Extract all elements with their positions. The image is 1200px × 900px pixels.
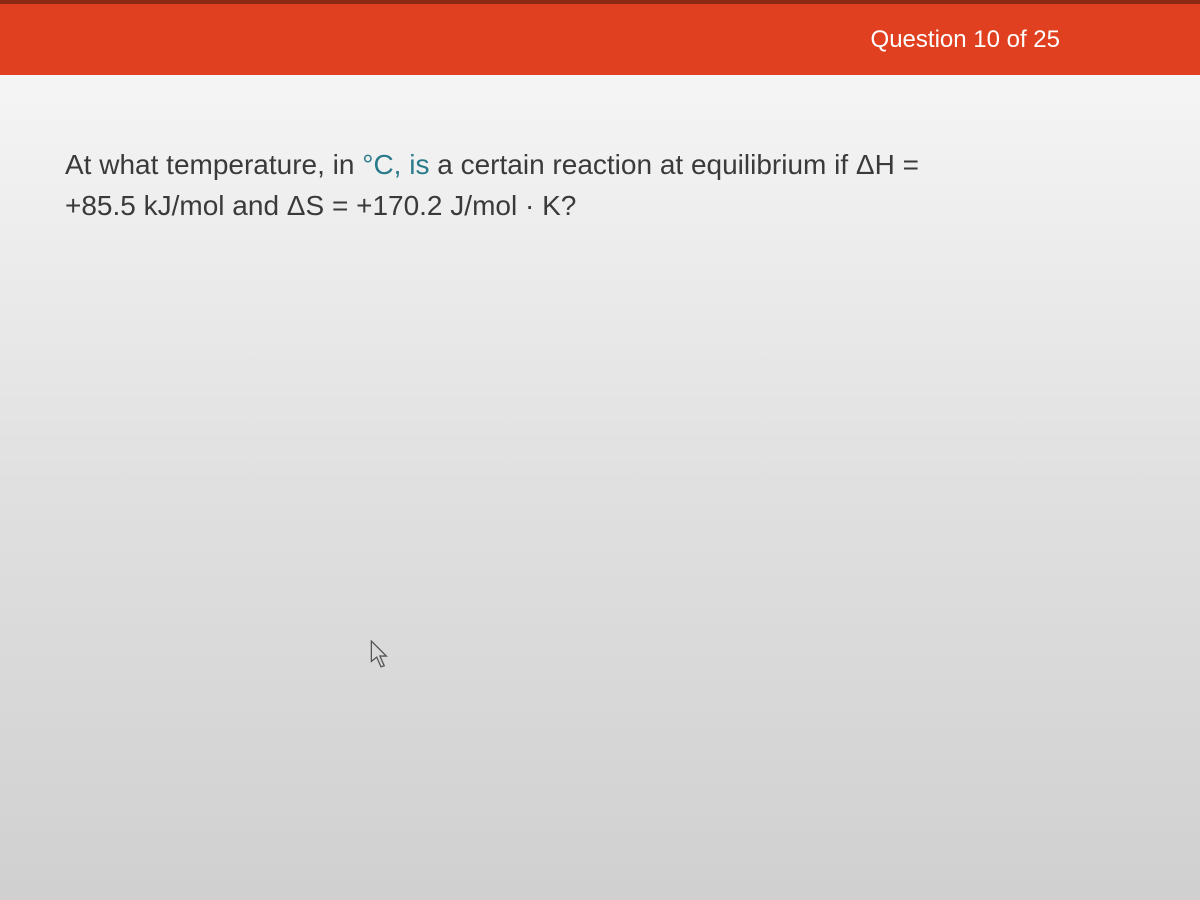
question-counter: Question 10 of 25 — [871, 26, 1060, 54]
question-line2: +85.5 kJ/mol and ΔS = +170.2 J/mol · K? — [65, 190, 576, 221]
question-line1-part2: a certain reaction at equilibrium if ΔH … — [429, 149, 918, 180]
cursor-icon — [370, 640, 392, 670]
question-content-area: At what temperature, in °C, is a certain… — [0, 75, 1200, 900]
question-line1-highlight: °C, is — [362, 149, 429, 180]
question-header-bar: Question 10 of 25 — [0, 0, 1200, 75]
question-text: At what temperature, in °C, is a certain… — [65, 145, 1135, 226]
question-line1-part1: At what temperature, in — [65, 149, 362, 180]
